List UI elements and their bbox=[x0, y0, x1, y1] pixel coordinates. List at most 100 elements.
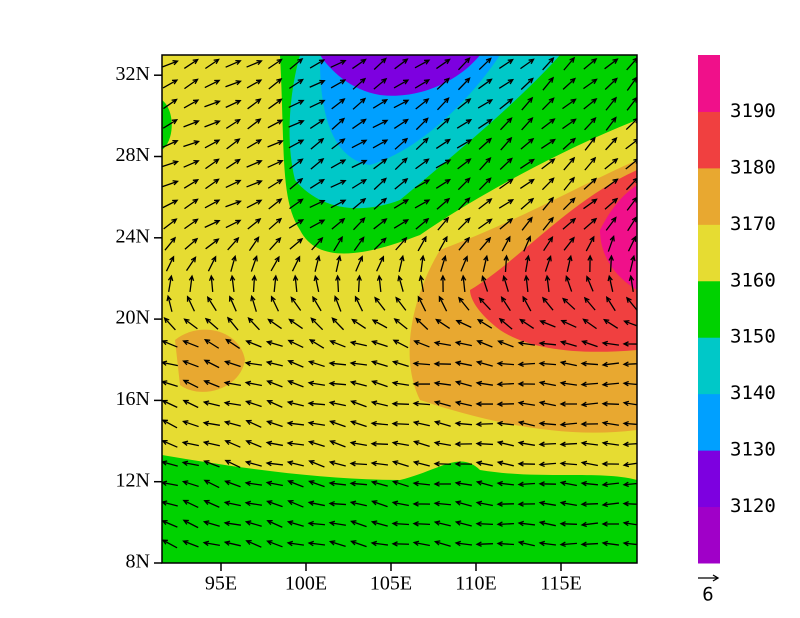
wind-arrow bbox=[497, 340, 514, 348]
wind-arrow bbox=[225, 179, 242, 189]
wind-arrow bbox=[523, 274, 530, 293]
wind-arrow bbox=[244, 460, 262, 467]
wind-arrow bbox=[391, 521, 410, 527]
wind-arrow bbox=[457, 158, 472, 170]
wind-arrow bbox=[438, 235, 448, 252]
wind-arrow bbox=[370, 540, 389, 547]
wind-arrow bbox=[580, 480, 599, 487]
wind-arrow bbox=[185, 256, 197, 271]
wind-arrow bbox=[371, 500, 388, 508]
wind-arrow bbox=[414, 199, 431, 209]
wind-arrow bbox=[456, 119, 473, 129]
wind-arrow bbox=[182, 379, 199, 389]
y-tick-label: 16N bbox=[116, 388, 150, 410]
wind-arrow bbox=[267, 140, 284, 148]
wind-arrow bbox=[182, 360, 199, 368]
wind-arrow bbox=[182, 399, 199, 409]
wind-arrow bbox=[499, 157, 513, 170]
wind-arrow bbox=[267, 119, 284, 129]
wind-arrow bbox=[520, 137, 535, 150]
wind-arrow bbox=[622, 540, 637, 547]
wind-arrow bbox=[352, 118, 367, 130]
wind-arrow bbox=[267, 178, 284, 189]
wind-arrow bbox=[539, 320, 556, 328]
wind-arrow bbox=[496, 460, 514, 467]
wind-arrow bbox=[585, 275, 594, 292]
wind-arrow bbox=[286, 440, 305, 447]
wind-arrow bbox=[478, 57, 492, 71]
wind-arrow bbox=[460, 274, 467, 293]
wind-arrow bbox=[622, 420, 637, 427]
field-region bbox=[470, 170, 637, 352]
wind-arrow bbox=[538, 360, 557, 367]
wind-arrow bbox=[203, 380, 220, 388]
wind-arrow bbox=[182, 420, 199, 428]
wind-arrow bbox=[244, 400, 262, 408]
wind-arrow bbox=[394, 137, 409, 150]
wind-arrow bbox=[622, 361, 637, 367]
wind-arrow bbox=[287, 380, 304, 388]
wind-arrow bbox=[356, 274, 362, 293]
wind-arrow bbox=[604, 197, 619, 210]
wind-arrow bbox=[310, 157, 325, 170]
wind-arrow bbox=[265, 360, 283, 367]
wind-arrow bbox=[391, 380, 410, 387]
wind-arrow bbox=[230, 254, 237, 272]
wind-arrow bbox=[435, 318, 451, 329]
wind-arrow bbox=[541, 296, 554, 311]
wind-arrow bbox=[414, 59, 431, 69]
wind-arrow bbox=[498, 58, 514, 69]
wind-arrow bbox=[162, 139, 179, 148]
wind-arrow bbox=[287, 339, 304, 349]
wind-arrow bbox=[475, 421, 494, 427]
wind-arrow bbox=[601, 340, 620, 347]
wind-arrow bbox=[331, 138, 346, 150]
wind-arrow bbox=[415, 317, 429, 330]
wind-arrow bbox=[265, 480, 283, 487]
wind-arrow bbox=[312, 295, 322, 312]
wind-arrow bbox=[308, 480, 325, 488]
wind-arrow bbox=[162, 180, 179, 188]
wind-arrow bbox=[265, 440, 283, 447]
wind-arrow bbox=[559, 500, 577, 507]
wind-arrow bbox=[183, 159, 200, 168]
wind-arrow bbox=[458, 296, 470, 311]
wind-arrow bbox=[627, 235, 637, 252]
wind-arrow bbox=[454, 360, 472, 367]
wind-arrow bbox=[307, 360, 325, 368]
wind-arrow bbox=[393, 99, 410, 109]
wind-arrow bbox=[225, 99, 242, 108]
wind-arrow bbox=[517, 501, 536, 507]
wind-arrow bbox=[245, 539, 262, 548]
wind-arrow bbox=[412, 360, 431, 367]
wind-arrow bbox=[287, 500, 304, 508]
wind-arrow bbox=[538, 520, 556, 527]
wind-arrow bbox=[541, 177, 555, 191]
wind-arrow bbox=[251, 274, 257, 293]
wind-arrow bbox=[454, 540, 473, 547]
wind-arrow bbox=[417, 235, 427, 252]
wind-arrow bbox=[370, 340, 388, 348]
wind-arrow bbox=[205, 238, 220, 250]
wind-arrow bbox=[454, 520, 472, 527]
wind-arrow bbox=[353, 217, 366, 231]
wind-arrow bbox=[163, 218, 178, 230]
wind-arrow bbox=[202, 440, 220, 447]
wind-arrow bbox=[333, 235, 343, 252]
wind-arrow bbox=[394, 58, 409, 70]
wind-arrow bbox=[585, 235, 595, 252]
wind-arrow bbox=[601, 420, 620, 427]
wind-arrow bbox=[538, 540, 557, 547]
wind-arrow bbox=[290, 296, 302, 311]
wind-arrow bbox=[373, 57, 387, 70]
wind-arrow bbox=[203, 460, 220, 468]
wind-arrow bbox=[287, 480, 304, 488]
plot-frame bbox=[161, 54, 638, 564]
wind-arrow bbox=[328, 400, 346, 407]
wind-arrow bbox=[478, 297, 491, 311]
wind-arrow bbox=[544, 255, 552, 272]
wind-arrow bbox=[559, 421, 578, 428]
wind-arrow bbox=[417, 295, 427, 312]
wind-arrow bbox=[267, 159, 284, 168]
wind-arrow bbox=[266, 500, 283, 508]
